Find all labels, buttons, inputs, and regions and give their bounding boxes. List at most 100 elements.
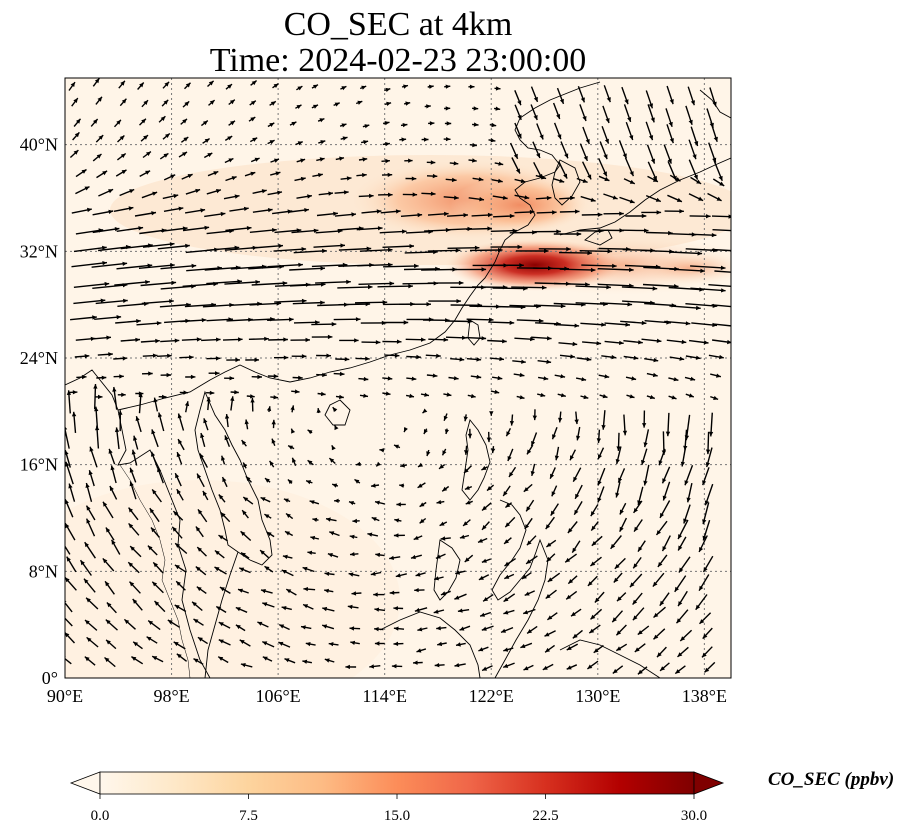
wind-arrow-head xyxy=(363,140,369,145)
wind-arrow-head xyxy=(121,98,127,104)
wind-arrow-head xyxy=(301,354,307,359)
wind-arrow-head xyxy=(313,104,318,109)
wind-arrow-shaft xyxy=(91,262,128,268)
wind-arrow-head xyxy=(576,435,581,441)
wind-arrow-head xyxy=(334,498,339,503)
wind-arrow-head xyxy=(384,121,390,126)
wind-arrow-head xyxy=(262,641,268,646)
wind-arrow-head xyxy=(395,573,401,578)
wind-arrow-head xyxy=(622,430,628,436)
wind-arrow-head xyxy=(374,641,380,646)
wind-arrow-head xyxy=(712,157,717,163)
wind-arrow-head xyxy=(170,174,176,179)
wind-arrow-head xyxy=(385,141,390,147)
wind-arrow-head xyxy=(530,471,535,476)
wind-arrow-head xyxy=(505,503,511,508)
coastlines xyxy=(65,81,731,678)
wind-arrow-head xyxy=(557,134,562,140)
wind-arrow-head xyxy=(174,605,180,610)
wind-arrow-head xyxy=(152,489,157,495)
wind-arrow-head xyxy=(676,197,682,202)
wind-arrow-head xyxy=(129,189,135,194)
wind-arrow-shaft xyxy=(669,268,705,272)
wind-arrow-head xyxy=(497,375,503,381)
wind-arrow-head xyxy=(436,500,442,505)
wind-arrow-head xyxy=(329,458,335,463)
wind-arrow-head xyxy=(178,206,184,211)
wind-arrow-head xyxy=(128,206,134,211)
wind-arrow-head xyxy=(296,104,302,109)
wind-arrow-head xyxy=(668,121,673,127)
wind-arrow-head xyxy=(556,229,561,234)
wind-arrow-head xyxy=(526,540,532,546)
wind-arrow-head xyxy=(409,244,414,249)
wind-arrow-head xyxy=(698,196,704,201)
wind-arrow-head xyxy=(429,121,435,126)
wind-arrow-head xyxy=(637,669,643,675)
wind-arrow-head xyxy=(560,304,566,309)
wind-arrow-head xyxy=(494,389,500,394)
wind-arrow-head xyxy=(163,99,169,105)
wind-arrow-head xyxy=(591,541,597,546)
wind-arrow-shaft xyxy=(274,300,307,303)
wind-arrow-head xyxy=(224,414,230,419)
lat-tick-24: 24°N xyxy=(20,348,58,368)
wind-arrow-head xyxy=(683,518,688,524)
wind-arrow-head xyxy=(324,658,330,663)
wind-arrow-head xyxy=(192,601,197,607)
wind-arrow-head xyxy=(482,666,488,671)
wind-arrow-head xyxy=(474,245,480,250)
wind-arrow-shaft xyxy=(206,246,240,251)
wind-arrow-head xyxy=(604,374,610,379)
wind-arrow-shaft xyxy=(251,244,284,249)
wind-arrow-head xyxy=(574,509,579,515)
wind-arrow-head xyxy=(394,353,400,358)
wind-arrow-head xyxy=(193,619,199,624)
wind-arrow-head xyxy=(702,633,708,639)
wind-arrow-head xyxy=(582,178,588,183)
wind-arrow-head xyxy=(402,229,407,234)
lon-tick-114: 114°E xyxy=(362,686,407,706)
wind-arrow-head xyxy=(361,85,367,90)
wind-arrow-head xyxy=(482,505,487,511)
wind-arrow-head xyxy=(517,114,522,120)
wind-arrow-shaft xyxy=(404,251,438,254)
wind-arrow-head xyxy=(216,189,221,194)
wind-arrow-head xyxy=(373,592,378,597)
wind-arrow-head xyxy=(119,135,125,141)
wind-arrow-head xyxy=(634,647,640,652)
wind-arrow-head xyxy=(334,102,340,107)
wind-arrow-head xyxy=(629,179,635,184)
wind-arrow-head xyxy=(681,339,687,345)
wind-arrow-head xyxy=(207,153,213,158)
wind-arrow-head xyxy=(733,324,738,328)
wind-arrow-head xyxy=(605,118,610,123)
wind-arrow-head xyxy=(433,609,439,614)
wind-arrow-head xyxy=(436,626,441,631)
wind-arrow-head xyxy=(374,607,380,612)
wind-arrow-head xyxy=(648,103,653,109)
wind-arrow-head xyxy=(581,377,587,382)
wind-arrow-shaft xyxy=(248,265,284,270)
wind-arrow-head xyxy=(357,100,363,105)
wind-arrow-head xyxy=(649,395,655,400)
wind-arrow-head xyxy=(350,640,356,645)
wind-arrow-head xyxy=(669,99,674,105)
wind-arrow-head xyxy=(307,194,312,199)
wind-arrow-head xyxy=(685,321,691,326)
wind-arrow-head xyxy=(174,564,180,570)
wind-arrow-head xyxy=(304,208,309,213)
wind-arrow-head xyxy=(512,228,518,233)
wind-arrow-head xyxy=(244,419,249,425)
wind-arrow-head xyxy=(218,639,224,644)
wind-arrow-head xyxy=(350,552,355,557)
wind-arrow-head xyxy=(671,395,677,400)
wind-arrow-head xyxy=(385,391,391,396)
wind-arrow-shaft xyxy=(624,264,661,268)
wind-arrow-head xyxy=(546,542,552,547)
wind-arrow-head xyxy=(616,646,622,651)
wind-arrow-head xyxy=(673,377,679,382)
colorbar-tick-7-5: 7.5 xyxy=(239,808,258,824)
wind-arrow-shaft xyxy=(95,299,128,305)
lon-tick-98: 98°E xyxy=(153,686,189,706)
